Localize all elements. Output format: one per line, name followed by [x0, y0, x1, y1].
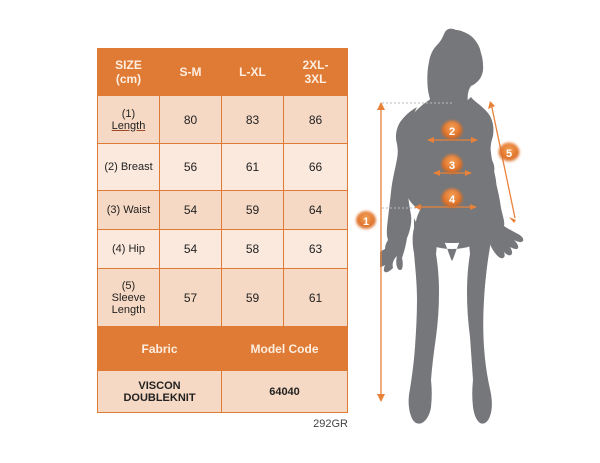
svg-text:1: 1: [363, 216, 369, 228]
svg-text:3: 3: [449, 160, 455, 172]
svg-text:4: 4: [449, 194, 456, 206]
svg-text:2: 2: [449, 126, 455, 138]
svg-text:5: 5: [506, 148, 512, 160]
